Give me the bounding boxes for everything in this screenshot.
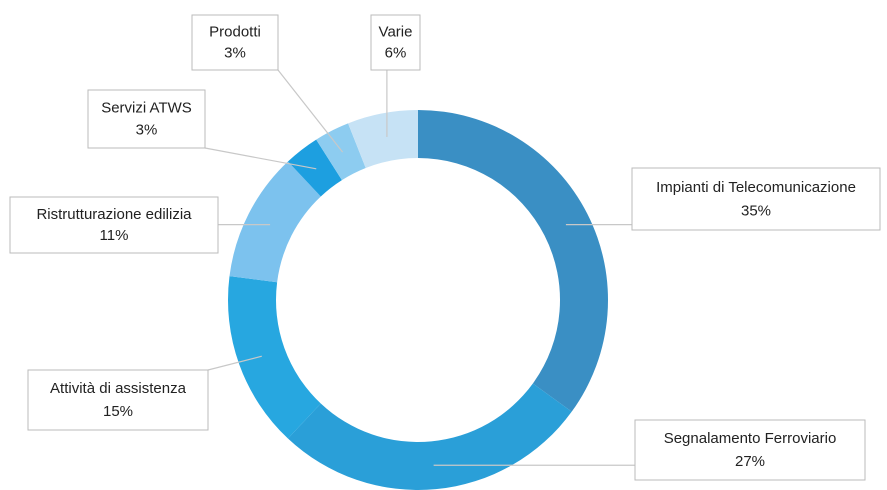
donut-segment [227, 276, 321, 439]
donut-segment [316, 123, 366, 181]
value-label: 3% [136, 122, 158, 139]
label-box [9, 196, 219, 254]
donut-segment [229, 161, 321, 283]
label-box [634, 419, 866, 481]
label-box [370, 14, 421, 71]
category-label: Prodotti [209, 24, 261, 41]
value-label: 11% [100, 227, 129, 244]
leader-line [277, 69, 344, 153]
label-box [631, 167, 881, 231]
value-label: 15% [103, 403, 133, 420]
donut-segment [287, 383, 572, 490]
label-box [191, 14, 279, 71]
category-label: Impianti di Telecomunicazione [656, 179, 856, 196]
leader-line [204, 147, 317, 170]
value-label: 35% [741, 202, 771, 219]
donut-segment [418, 110, 609, 412]
donut-segment [348, 110, 418, 168]
label-box [27, 369, 209, 431]
value-label: 27% [735, 453, 765, 470]
leader-line [207, 355, 262, 371]
category-label: Ristrutturazione edilizia [36, 206, 192, 223]
value-label: 3% [224, 44, 246, 61]
category-label: Segnalamento Ferroviario [664, 430, 837, 447]
label-box [87, 89, 206, 149]
category-label: Varie [379, 24, 413, 41]
value-label: 6% [385, 44, 407, 61]
category-label: Attività di assistenza [50, 380, 187, 397]
category-label: Servizi ATWS [101, 100, 192, 117]
